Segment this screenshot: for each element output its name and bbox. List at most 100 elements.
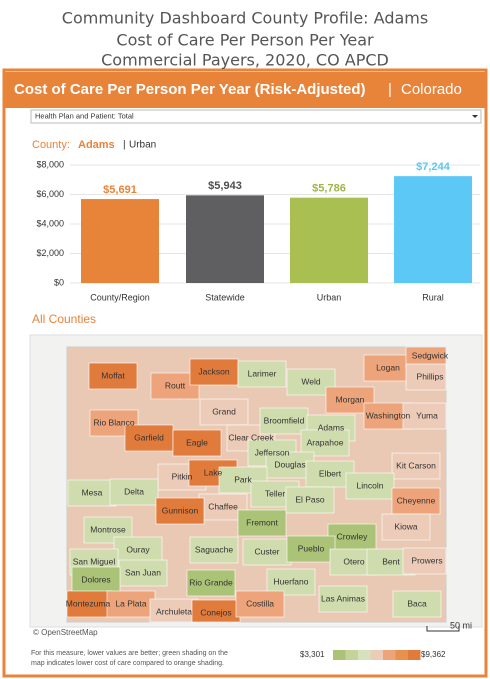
value-label: $5,943 <box>208 180 242 192</box>
county-label: Lincoln <box>357 480 384 490</box>
frame <box>2 68 488 678</box>
county-label: Yuma <box>416 410 438 420</box>
county-area <box>172 429 222 457</box>
map-attribution: © OpenStreetMap <box>33 628 98 637</box>
x-tick-label: County/Region <box>90 292 150 302</box>
county-area <box>300 429 350 457</box>
county-area <box>381 513 431 541</box>
header-line: Commercial Payers, 2020, CO APCD <box>101 51 389 70</box>
footer-note: map indicates lower cost of care compare… <box>31 660 224 667</box>
county-area <box>109 478 159 506</box>
county-label: Washington <box>366 410 411 420</box>
county-label: Montezuma <box>66 598 111 608</box>
county-label: Sedgwick <box>412 350 449 360</box>
county-label: Eagle <box>186 437 208 447</box>
county-area <box>88 362 138 390</box>
scale-bar <box>426 626 460 632</box>
county-label: El Paso <box>295 494 325 504</box>
county-label: Archuleta <box>156 606 192 616</box>
legend-swatch <box>370 650 383 660</box>
county-label: Moffat <box>101 370 125 380</box>
banner-title: Cost of Care Per Person Per Year (Risk-A… <box>14 81 366 98</box>
county-label: Rio Grande <box>189 577 233 587</box>
x-tick-label: Statewide <box>205 292 245 302</box>
county-label: Montrose <box>90 524 126 534</box>
county-label: San Miguel <box>73 556 116 566</box>
county-area <box>124 424 174 452</box>
county-label: Custer <box>254 546 279 556</box>
county-label: Weld <box>301 376 320 386</box>
x-tick-label: Urban <box>317 292 342 302</box>
county-label: Routt <box>165 380 186 390</box>
filter-dropdown[interactable] <box>30 109 482 124</box>
county-area <box>286 535 336 563</box>
county-label: Rio Blanco <box>93 417 134 427</box>
county-label: Gunnison <box>162 505 199 515</box>
y-tick-label: $0 <box>54 277 64 287</box>
map-title: All Counties <box>32 312 96 326</box>
banner-region: Colorado <box>401 81 462 98</box>
county-area <box>259 407 309 435</box>
map: Moffat Routt Jackson Larimer Weld Logan Sedgwi… <box>66 346 449 623</box>
legend-max: $9,362 <box>421 650 446 659</box>
legend-swatch <box>358 650 371 660</box>
county-label: Saguache <box>195 544 234 554</box>
map-scale: 50 mi <box>450 620 472 630</box>
county-label: Broomfield <box>264 415 305 425</box>
county-label: Kiowa <box>394 521 417 531</box>
county-label: Crowley <box>337 531 368 541</box>
county-area <box>392 590 442 618</box>
county-area <box>363 354 413 382</box>
legend-min: $3,301 <box>300 650 325 659</box>
county-label: Jefferson <box>255 447 290 457</box>
legend-swatch <box>345 650 358 660</box>
county-label: Las Animas <box>321 593 365 603</box>
county-label: Park <box>234 474 252 484</box>
bar-chart: $0 $2,000 $4,000 $6,000 $8,000 $5,691 County/R… <box>36 159 480 302</box>
county-label: Morgan <box>336 394 365 404</box>
value-label: $5,786 <box>312 183 346 195</box>
county-label: Cheyenne <box>397 495 436 505</box>
county-area <box>285 486 335 514</box>
bar <box>186 195 264 283</box>
header-line: Community Dashboard County Profile: Adam… <box>62 9 428 28</box>
county-area <box>66 590 113 618</box>
county-separator: | <box>123 140 126 151</box>
banner-separator: | <box>388 81 392 98</box>
county-label: Grand <box>212 406 236 416</box>
county-label: Baca <box>407 598 427 608</box>
county-label: Fremont <box>246 517 278 527</box>
county-label: Adams <box>318 422 344 432</box>
county-area <box>189 358 239 386</box>
county-label: Pitkin <box>172 471 193 481</box>
county-label: Clear Creek <box>228 432 274 442</box>
county-label: La Plata <box>115 598 146 608</box>
county-name: Adams <box>78 139 115 151</box>
county-area <box>318 585 368 613</box>
x-tick-label: Rural <box>422 292 444 302</box>
county-label: Arapahoe <box>307 437 344 447</box>
county-label: Conejos <box>200 607 231 617</box>
value-label: $5,691 <box>103 184 137 196</box>
county-area <box>186 569 236 597</box>
county-label: Logan <box>376 362 400 372</box>
county-label: Huerfano <box>274 576 309 586</box>
county-label: Dolores <box>81 574 110 584</box>
county-label: Jackson <box>198 366 229 376</box>
county-area <box>242 538 292 566</box>
county-area <box>402 402 447 430</box>
county-label: Bent <box>382 556 400 566</box>
y-tick-label: $2,000 <box>36 248 64 258</box>
county-area <box>266 568 316 596</box>
county-label: Elbert <box>319 468 342 478</box>
county-label: Kit Carson <box>396 460 436 470</box>
county-label: Larimer <box>248 368 277 378</box>
county-label: Costilla <box>246 598 274 608</box>
color-legend <box>333 650 421 660</box>
county-area <box>235 590 285 618</box>
bar <box>290 197 368 283</box>
county-area <box>391 452 441 480</box>
county-area <box>199 398 249 426</box>
legend-swatch <box>395 650 408 660</box>
